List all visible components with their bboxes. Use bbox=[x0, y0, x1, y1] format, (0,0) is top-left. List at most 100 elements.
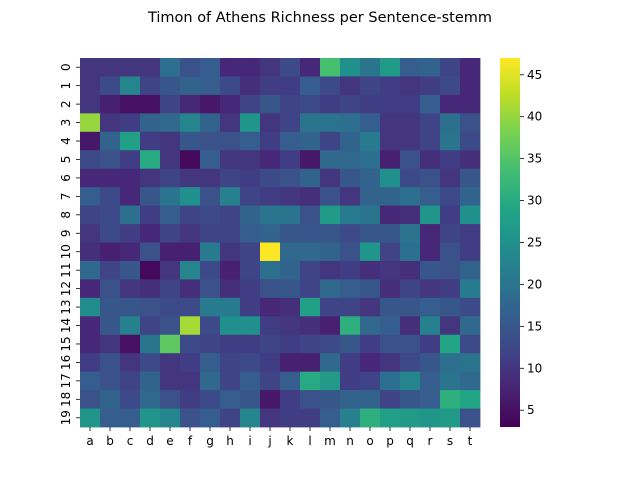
heatmap-cell bbox=[300, 390, 321, 409]
heatmap-cell bbox=[180, 408, 201, 428]
heatmap-cell bbox=[260, 408, 281, 428]
heatmap-cell bbox=[140, 224, 161, 243]
colorbar-tick-label: 20 bbox=[527, 277, 542, 291]
heatmap-cell bbox=[360, 58, 381, 77]
heatmap-cell bbox=[240, 187, 261, 206]
heatmap-cell bbox=[220, 205, 241, 225]
heatmap-cell bbox=[80, 113, 101, 133]
heatmap-cell bbox=[200, 187, 221, 206]
x-tick-label: s bbox=[447, 434, 453, 448]
heatmap-cell bbox=[340, 279, 361, 299]
heatmap-cell bbox=[100, 168, 121, 188]
heatmap-cell bbox=[360, 187, 381, 206]
heatmap-cell bbox=[120, 205, 141, 225]
x-tick-label: r bbox=[428, 434, 433, 448]
heatmap-cell bbox=[420, 224, 441, 243]
heatmap-cell bbox=[460, 297, 481, 317]
heatmap-cell bbox=[180, 131, 201, 151]
heatmap-cell bbox=[220, 76, 241, 96]
heatmap-cell bbox=[220, 242, 241, 262]
heatmap-cell bbox=[280, 150, 301, 170]
heatmap-cell bbox=[440, 150, 461, 170]
heatmap-cell bbox=[160, 131, 181, 151]
heatmap-cell bbox=[260, 58, 281, 77]
heatmap-cell bbox=[340, 224, 361, 243]
heatmap-cell bbox=[300, 353, 321, 373]
y-tick-label: 11 bbox=[59, 263, 73, 278]
heatmap-cell bbox=[260, 316, 281, 336]
heatmap-cell bbox=[240, 353, 261, 373]
heatmap-cell bbox=[420, 187, 441, 206]
x-tick-label: p bbox=[386, 434, 394, 448]
heatmap-cell bbox=[100, 58, 121, 77]
heatmap-cell bbox=[80, 131, 101, 151]
y-tick-label: 13 bbox=[59, 299, 73, 314]
x-tick-label: e bbox=[166, 434, 173, 448]
heatmap-cell bbox=[300, 297, 321, 317]
heatmap-cell bbox=[400, 168, 421, 188]
heatmap-cell bbox=[180, 371, 201, 391]
heatmap-cell bbox=[280, 168, 301, 188]
x-tick-label: o bbox=[366, 434, 373, 448]
y-tick-label: 8 bbox=[59, 211, 73, 219]
heatmap-cell bbox=[280, 334, 301, 354]
heatmap-cell bbox=[120, 260, 141, 280]
heatmap-cell bbox=[240, 113, 261, 133]
heatmap-cell bbox=[400, 205, 421, 225]
heatmap-cell bbox=[100, 150, 121, 170]
heatmap-cell bbox=[440, 94, 461, 114]
heatmap-cell bbox=[180, 150, 201, 170]
heatmap-cell bbox=[420, 316, 441, 336]
heatmap-cell bbox=[240, 205, 261, 225]
heatmap-cell bbox=[120, 168, 141, 188]
heatmap-cell bbox=[260, 224, 281, 243]
heatmap-cell bbox=[240, 334, 261, 354]
heatmap-cell bbox=[420, 334, 441, 354]
x-tick-label: q bbox=[406, 434, 414, 448]
heatmap-cell bbox=[180, 205, 201, 225]
heatmap-cell bbox=[280, 279, 301, 299]
heatmap-cell bbox=[240, 390, 261, 409]
heatmap-cell bbox=[440, 353, 461, 373]
heatmap-cell bbox=[160, 242, 181, 262]
heatmap-cell bbox=[140, 187, 161, 206]
heatmap-cell bbox=[400, 58, 421, 77]
heatmap-cell bbox=[360, 150, 381, 170]
heatmap-cell bbox=[280, 408, 301, 428]
heatmap-cell bbox=[420, 94, 441, 114]
colorbar-tick-label: 10 bbox=[527, 361, 542, 375]
heatmap-cell bbox=[440, 242, 461, 262]
heatmap-cell bbox=[220, 390, 241, 409]
heatmap-cell bbox=[200, 224, 221, 243]
heatmap-cell bbox=[160, 205, 181, 225]
heatmap-cell bbox=[80, 408, 101, 428]
colorbar-tick-label: 5 bbox=[527, 403, 535, 417]
heatmap-cell bbox=[440, 297, 461, 317]
heatmap-cell bbox=[200, 94, 221, 114]
heatmap-cell bbox=[340, 408, 361, 428]
heatmap-cell bbox=[220, 168, 241, 188]
heatmap-cell bbox=[300, 76, 321, 96]
heatmap-cell bbox=[280, 353, 301, 373]
heatmap-cell bbox=[220, 150, 241, 170]
heatmap-cell bbox=[140, 205, 161, 225]
y-tick-label: 18 bbox=[59, 392, 73, 407]
heatmap-cell bbox=[420, 168, 441, 188]
heatmap-cell bbox=[120, 113, 141, 133]
heatmap-cell bbox=[280, 76, 301, 96]
heatmap-cell bbox=[400, 187, 421, 206]
heatmap-cell bbox=[320, 187, 341, 206]
heatmap-cell bbox=[380, 76, 401, 96]
heatmap-cell bbox=[440, 58, 461, 77]
heatmap-cell bbox=[140, 58, 161, 77]
heatmap-cell bbox=[400, 371, 421, 391]
heatmap-cell bbox=[340, 205, 361, 225]
heatmap-cell bbox=[280, 224, 301, 243]
heatmap-cell bbox=[340, 371, 361, 391]
heatmap-cell bbox=[440, 260, 461, 280]
heatmap-cell bbox=[220, 224, 241, 243]
heatmap-cell bbox=[440, 76, 461, 96]
heatmap-cell bbox=[440, 224, 461, 243]
